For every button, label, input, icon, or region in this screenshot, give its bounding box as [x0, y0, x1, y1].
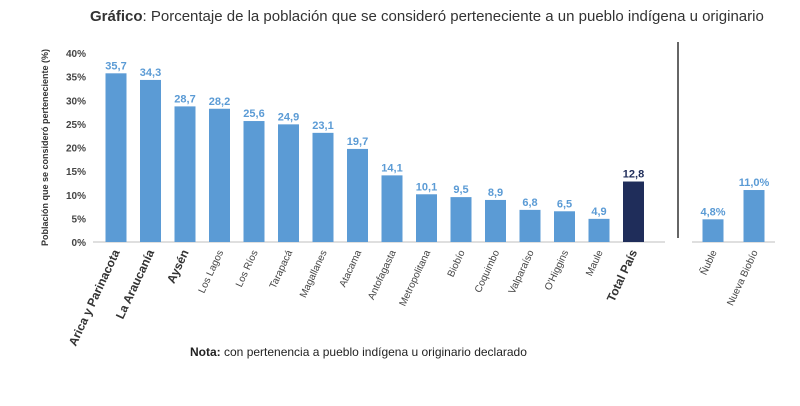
category-label: Atacama: [338, 248, 365, 289]
y-tick-label: 5%: [72, 214, 87, 225]
bar-6: [312, 132, 334, 242]
y-tick-label: 20%: [66, 144, 86, 155]
value-label: 24,9: [278, 111, 299, 123]
bar-panel2-1: [743, 190, 765, 242]
chart-note: Nota: con pertenencia a pueblo indígena …: [190, 345, 527, 359]
note-text: con pertenencia a pueblo indígena u orig…: [220, 345, 527, 359]
value-label: 8,9: [488, 187, 503, 199]
y-tick-label: 0%: [72, 238, 87, 249]
y-tick-label: 10%: [66, 191, 86, 202]
category-label: Biobío: [446, 248, 468, 279]
value-label: 6,5: [557, 198, 572, 210]
category-label: O'Higgins: [543, 249, 571, 293]
bar-4: [243, 121, 265, 242]
category-label: Total País: [604, 247, 640, 304]
value-label: 34,3: [140, 67, 161, 79]
value-label: 12,8: [623, 169, 644, 181]
value-label: 19,7: [347, 136, 368, 148]
value-label: 9,5: [453, 184, 468, 196]
bar-15: [623, 181, 644, 242]
note-prefix: Nota:: [190, 345, 221, 359]
value-label: 25,6: [243, 108, 264, 120]
y-tick-label: 15%: [66, 167, 86, 178]
bar-panel2-0: [702, 219, 724, 242]
bar-11: [485, 199, 506, 242]
bar-14: [588, 218, 610, 242]
bar-12: [519, 209, 541, 242]
y-tick-label: 35%: [66, 73, 86, 84]
category-label: Ñuble: [697, 247, 720, 277]
bar-5: [278, 124, 299, 242]
category-label: Los Lagos: [197, 249, 226, 295]
value-label: 28,2: [209, 96, 230, 108]
category-label: Arica y Parinacota: [66, 247, 123, 348]
value-label: 35,7: [105, 60, 126, 72]
bar-10: [450, 197, 472, 242]
category-label: Los Ríos: [234, 249, 261, 289]
bar-2: [174, 106, 196, 242]
chart-title: Gráfico: Porcentaje de la población que …: [90, 8, 790, 25]
chart-title-prefix: Gráfico: [90, 8, 143, 25]
category-label: Valparaíso: [507, 248, 537, 296]
bar-3: [209, 108, 230, 242]
y-tick-label: 25%: [66, 120, 86, 131]
chart-title-text: : Porcentaje de la población que se cons…: [142, 8, 764, 25]
value-label: 14,1: [381, 162, 402, 174]
bar-13: [554, 211, 575, 242]
category-label: Tarapacá: [268, 248, 296, 290]
value-label: 11,0%: [739, 177, 770, 189]
y-tick-label: 40%: [66, 49, 86, 60]
category-label: Aysén: [164, 247, 192, 285]
value-label: 4,8%: [700, 206, 725, 218]
value-label: 4,9: [591, 206, 606, 218]
value-label: 6,8: [522, 197, 537, 209]
bar-7: [347, 148, 368, 242]
value-label: 28,7: [174, 93, 195, 105]
category-label: Metropolitana: [398, 248, 434, 308]
value-label: 10,1: [416, 181, 437, 193]
bar-1: [140, 79, 161, 243]
category-label: Maule: [584, 248, 606, 278]
y-axis-label: Población que se consideró perteneciente…: [40, 49, 50, 246]
bar-9: [416, 194, 437, 242]
value-label: 23,1: [312, 120, 333, 132]
category-label: Antofagasta: [366, 248, 399, 301]
bar-0: [105, 73, 127, 242]
bar-8: [381, 175, 403, 242]
category-label: Nueva Biobío: [725, 248, 761, 307]
y-tick-label: 30%: [66, 96, 86, 107]
category-label: Coquimbo: [473, 248, 502, 294]
category-label: Magallanes: [298, 249, 330, 300]
